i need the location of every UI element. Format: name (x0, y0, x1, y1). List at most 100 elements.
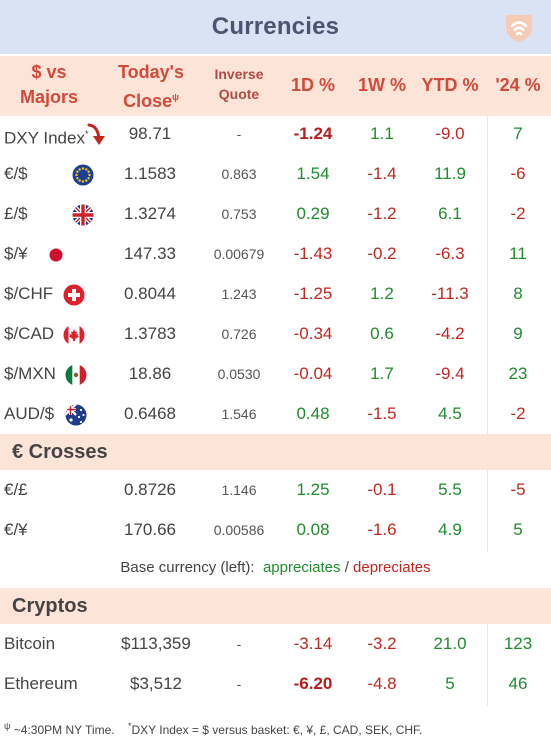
change-1d: -1.24 (293, 124, 333, 143)
inverse-value: - (236, 636, 242, 652)
footnote: ψ ~4:30PM NY Time. *DXY Index = $ versus… (4, 721, 423, 737)
inverse-value: 1.546 (221, 406, 257, 422)
change-1w: -1.2 (367, 204, 397, 223)
change-ytd: 4.5 (438, 404, 462, 423)
down-arrow-icon (87, 123, 105, 145)
change-1w: 1.7 (370, 364, 394, 383)
inverse-value: - (236, 676, 242, 692)
change-2024: 5 (513, 520, 523, 539)
footnote-time: ~4:30PM NY Time. (13, 723, 115, 737)
column-divider (487, 624, 488, 706)
header-1d: 1D % (290, 75, 335, 95)
change-1d: -3.14 (293, 634, 333, 653)
uk-flag-icon (72, 204, 94, 226)
pair-name: £/$ (4, 204, 28, 223)
change-ytd: -11.3 (431, 284, 469, 303)
mexico-flag-icon (65, 364, 87, 386)
change-2024: -6 (510, 164, 526, 183)
change-ytd: -9.4 (435, 364, 465, 383)
change-1d: -1.25 (293, 284, 333, 303)
inverse-value: 0.00679 (213, 246, 265, 262)
change-2024: 46 (508, 674, 528, 693)
header-1w: 1W % (357, 75, 406, 95)
legend-separator: / (344, 559, 349, 576)
column-divider (487, 470, 488, 552)
change-1w: 0.6 (370, 324, 394, 343)
table-row: $/CHF 0.8044 1.243 -1.25 1.2 -11.3 8 (0, 274, 551, 314)
change-1w: 1.1 (370, 124, 394, 143)
column-header-row: $ vs Majors Today's Closeψ Inverse Quote… (0, 56, 551, 116)
change-ytd: 21.0 (433, 634, 467, 653)
change-1w: -1.4 (367, 164, 397, 183)
change-1d: 1.25 (296, 480, 330, 499)
pair-name: $/CAD (4, 324, 55, 343)
table-row: $/¥ 147.33 0.00679 -1.43 -0.2 -6.3 11 (0, 234, 551, 274)
change-2024: 23 (508, 364, 528, 383)
japan-flag-icon (45, 244, 67, 266)
close-value: 98.71 (128, 124, 172, 143)
pair-name: $/MXN (4, 364, 56, 383)
inverse-value: 0.0530 (217, 366, 261, 382)
change-2024: -2 (510, 404, 526, 423)
change-2024: 7 (513, 124, 523, 143)
title-bar: Currencies (0, 0, 551, 54)
change-1d: 0.48 (296, 404, 330, 423)
change-1d: 1.54 (296, 164, 330, 183)
change-1w: -4.8 (367, 674, 397, 693)
inverse-value: 0.00586 (213, 522, 265, 538)
table-row: Ethereum $3,512 - -6.20 -4.8 5 46 (0, 664, 551, 704)
change-2024: -2 (510, 204, 526, 223)
pair-name: €/¥ (4, 520, 28, 539)
swiss-flag-icon (63, 284, 85, 306)
table-row: Bitcoin $113,359 - -3.14 -3.2 21.0 123 (0, 624, 551, 664)
change-2024: 8 (513, 284, 523, 303)
pair-name: $/CHF (4, 284, 54, 303)
column-divider (487, 116, 488, 434)
change-2024: -5 (510, 480, 526, 499)
change-1w: 1.2 (370, 284, 394, 303)
change-1w: -1.6 (367, 520, 397, 539)
close-value: 0.6468 (124, 404, 176, 423)
change-1d: 0.29 (296, 204, 330, 223)
table-row: AUD/$ 0.6468 1.546 0.48 -1.5 4.5 -2 (0, 394, 551, 434)
header-inverse: Inverse Quote (214, 66, 264, 102)
color-legend: Base currency (left): appreciates / depr… (0, 552, 551, 584)
eu-flag-icon (72, 164, 94, 186)
table-row: $/MXN 18.86 0.0530 -0.04 1.7 -9.4 23 (0, 354, 551, 394)
change-1d: -0.34 (293, 324, 333, 343)
change-ytd: 11.9 (434, 164, 466, 183)
change-1w: -1.5 (367, 404, 397, 423)
change-1d: -6.20 (293, 674, 333, 693)
close-value: 18.86 (128, 364, 172, 383)
crypto-name: Bitcoin (4, 634, 56, 653)
page-title: Currencies (211, 13, 340, 40)
close-value: 1.1583 (124, 164, 176, 183)
table-row: DXY Index* 98.71 - -1.24 1.1 -9.0 7 (0, 114, 551, 154)
inverse-value: 0.726 (221, 326, 257, 342)
change-ytd: 5.5 (438, 480, 462, 499)
close-value: $3,512 (130, 674, 182, 693)
header-pair: $ vs Majors (19, 62, 79, 107)
change-1w: -0.2 (367, 244, 397, 263)
change-1d: 0.08 (296, 520, 330, 539)
change-ytd: -4.2 (435, 324, 465, 343)
legend-depreciates: depreciates (353, 559, 431, 576)
close-value: 1.3274 (124, 204, 176, 223)
inverse-value: 1.146 (221, 482, 257, 498)
psi-mark: ψ (172, 92, 179, 102)
canada-flag-icon (63, 324, 85, 346)
table-row: $/CAD 1.3783 0.726 -0.34 0.6 -4.2 9 (0, 314, 551, 354)
change-1d: -1.43 (293, 244, 333, 263)
close-value: 1.3783 (124, 324, 176, 343)
close-value: $113,359 (121, 634, 191, 653)
change-1w: -3.2 (367, 634, 397, 653)
legend-appreciates: appreciates (262, 559, 341, 576)
crypto-name: Ethereum (4, 674, 78, 693)
header-close: Today's Closeψ (118, 62, 184, 111)
table-row: €/$ 1.1583 0.863 1.54 -1.4 11.9 -6 (0, 154, 551, 194)
header-ytd: YTD % (421, 75, 479, 95)
change-ytd: -6.3 (435, 244, 465, 263)
inverse-value: - (236, 126, 242, 142)
inverse-value: 0.753 (221, 206, 257, 222)
